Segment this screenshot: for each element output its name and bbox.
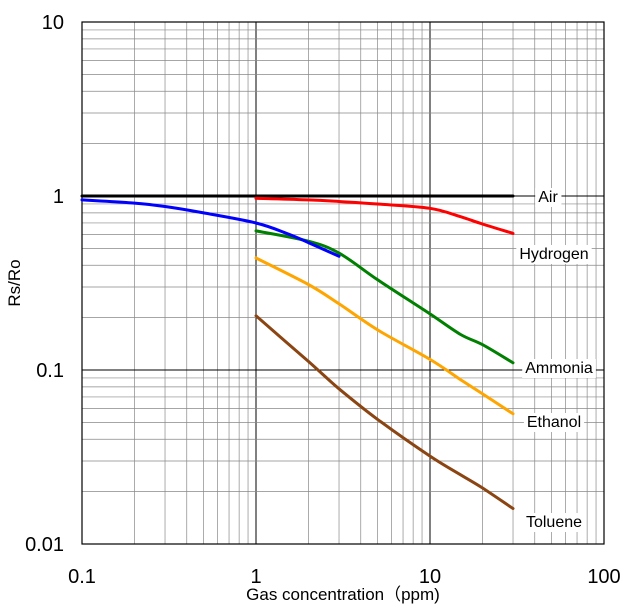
series-line-toluene bbox=[254, 314, 515, 510]
x-tick-label: 100 bbox=[587, 566, 620, 588]
series-label-air: Air bbox=[538, 189, 558, 206]
series-label-bg-ethanol bbox=[523, 413, 585, 432]
y-tick-label: 1 bbox=[53, 186, 64, 208]
series-label-hydrogen: Hydrogen bbox=[519, 246, 588, 263]
x-axis-title: Gas concentration（ppm) bbox=[246, 585, 440, 604]
x-tick-label: 1 bbox=[250, 566, 261, 588]
plot-frame bbox=[81, 21, 605, 545]
series-label-bg-air bbox=[535, 188, 562, 207]
series-label-ammonia: Ammonia bbox=[525, 360, 593, 377]
series-label-bg-ammonia bbox=[522, 359, 596, 378]
series-label-toluene: Toluene bbox=[526, 514, 582, 531]
y-tick-label: 0.1 bbox=[36, 360, 64, 382]
series-labels: Air Hydrogen Ammonia Ethanol Toluene bbox=[516, 188, 596, 532]
series-layer bbox=[80, 194, 515, 510]
series-label-bg-hydrogen bbox=[516, 245, 592, 264]
series-line-ammonia bbox=[254, 229, 515, 365]
series-label-ethanol: Ethanol bbox=[527, 414, 581, 431]
series-line-ethanol bbox=[254, 256, 515, 416]
series-line-5 bbox=[80, 198, 341, 258]
series-line-hydrogen bbox=[254, 196, 515, 235]
x-tick-label: 0.1 bbox=[68, 566, 96, 588]
series-label-bg-toluene bbox=[522, 513, 586, 532]
grid bbox=[82, 22, 604, 544]
y-tick-label: 0.01 bbox=[25, 534, 64, 556]
y-tick-label: 10 bbox=[42, 12, 64, 34]
x-tick-label: 10 bbox=[419, 566, 441, 588]
y-axis-title: Rs/Ro bbox=[5, 259, 24, 306]
